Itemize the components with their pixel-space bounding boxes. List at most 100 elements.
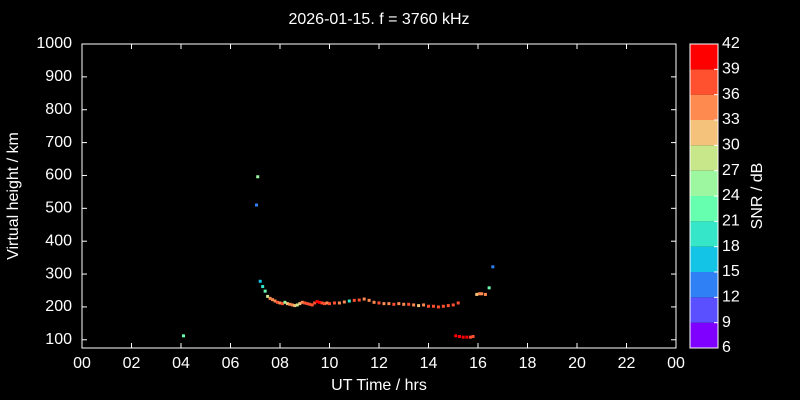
colorbar-tick-label: 24 [722,187,740,204]
colorbar-bin [690,170,718,196]
colorbar-tick-label: 21 [722,213,740,230]
y-tick-label: 900 [45,68,72,85]
point [283,300,287,304]
x-tick-label: 00 [73,355,91,372]
y-tick-label: 200 [45,298,72,315]
y-tick-label: 100 [45,331,72,348]
point [491,265,495,269]
point [293,304,297,308]
colorbar-tick-label: 15 [722,263,740,280]
colorbar-bin [690,196,718,222]
point [308,302,312,306]
point [271,298,275,302]
point [461,335,465,339]
point [382,302,386,306]
x-tick-label: 22 [618,355,636,372]
point [402,302,406,306]
point [357,298,361,302]
y-tick-label: 800 [45,101,72,118]
point [451,303,455,307]
x-tick-label: 02 [123,355,141,372]
point [258,279,262,283]
point [377,301,381,305]
point [387,302,391,306]
point [362,297,366,301]
chart-title: 2026-01-15. f = 3760 kHz [288,11,469,28]
y-tick-label: 1000 [36,35,72,52]
point [276,300,280,304]
point [254,203,258,207]
point [456,301,460,305]
point [268,296,272,300]
point [457,334,461,338]
point [477,292,481,296]
point [323,302,327,306]
point [367,298,371,302]
colorbar-bin [690,69,718,95]
colorbar-bin [690,94,718,120]
y-tick-label: 700 [45,134,72,151]
point [298,302,302,306]
point [372,300,376,304]
point [446,304,450,308]
point [328,302,331,306]
point [465,335,469,339]
point [320,301,324,305]
point [288,302,292,306]
x-tick-label: 20 [568,355,586,372]
x-tick-label: 14 [420,355,438,372]
colorbar-tick-label: 9 [722,314,731,331]
colorbar-bin [690,246,718,272]
point [392,302,396,306]
y-tick-label: 300 [45,265,72,282]
point [256,175,260,179]
colorbar-tick-label: 18 [722,238,740,255]
point [397,302,401,306]
colorbar-bin [690,297,718,323]
point [417,304,421,308]
colorbar-label: SNR / dB [749,163,766,230]
point [407,302,411,306]
point [315,300,319,304]
point [303,301,307,305]
colorbar-tick-label: 36 [722,86,740,103]
colorbar-bin [690,322,718,348]
point [278,301,282,305]
x-tick-label: 16 [469,355,487,372]
point [480,292,484,296]
point [313,301,317,305]
point [300,300,304,304]
point [285,302,289,306]
point [427,304,430,308]
x-tick-label: 00 [667,355,685,372]
colorbar-tick-label: 12 [722,289,740,306]
point [261,285,265,289]
point [471,334,475,338]
y-tick-label: 600 [45,167,72,184]
point [305,302,309,306]
point [469,335,473,339]
point [295,303,299,307]
point [290,303,294,307]
point [273,299,277,303]
point [352,298,356,302]
x-axis-label: UT Time / hrs [331,377,427,394]
point [325,301,329,305]
colorbar-tick-label: 42 [722,35,740,52]
y-axis-label: Virtual height / km [5,132,22,260]
point [483,292,487,296]
point [280,302,284,306]
point [342,300,346,304]
point [310,303,314,307]
point [263,289,267,293]
colorbar-tick-label: 6 [722,339,731,356]
colorbar-tick-label: 39 [722,61,740,78]
point [436,305,440,309]
x-tick-label: 06 [222,355,240,372]
y-tick-label: 400 [45,232,72,249]
point [431,304,435,308]
point [412,303,416,307]
point [332,301,336,305]
colorbar-tick-label: 30 [722,137,740,154]
